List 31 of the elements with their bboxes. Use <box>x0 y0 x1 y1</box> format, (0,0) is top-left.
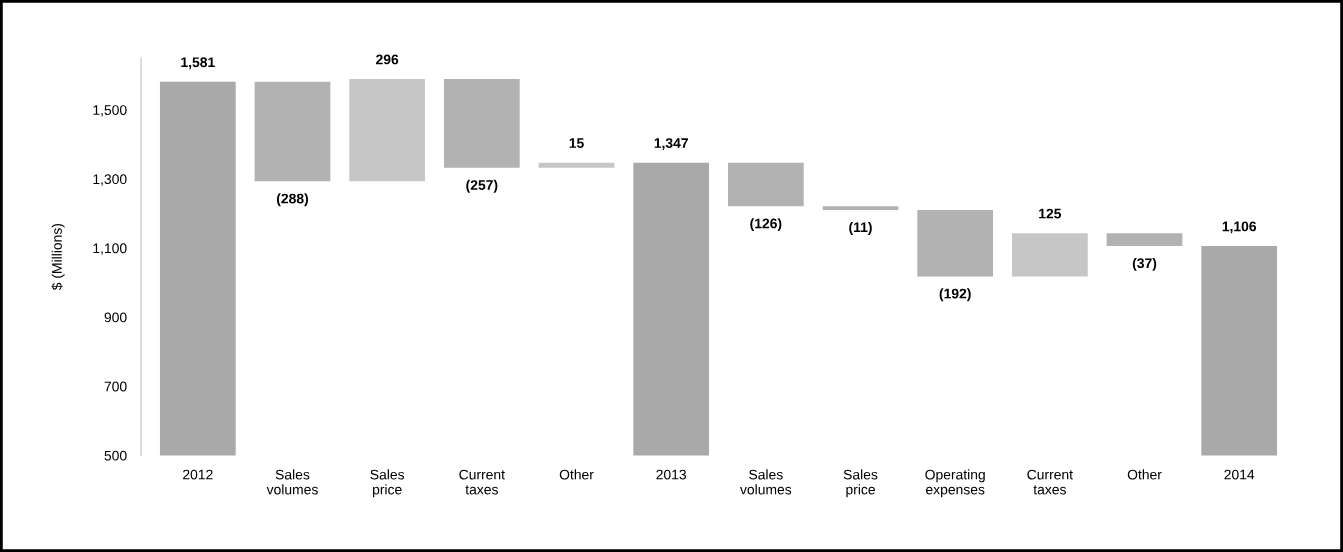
x-tick-label: 2012 <box>183 469 213 480</box>
data-label: 125 <box>1039 208 1062 219</box>
x-tick-label: Current taxes <box>1027 469 1073 495</box>
data-label: (192) <box>939 288 971 302</box>
data-label: (11) <box>849 221 872 235</box>
x-tick-label: Sales price <box>370 469 405 498</box>
data-label: 15 <box>569 138 584 149</box>
x-tick-label: 2013 <box>656 469 687 480</box>
y-tick-label: 1,300 <box>93 174 127 186</box>
y-tick-label: 500 <box>104 450 127 461</box>
x-tick-label: Other <box>559 469 594 480</box>
y-axis-title: $ (Millions) <box>51 223 65 291</box>
x-tick-label: Sales price <box>843 469 878 498</box>
data-label: 1,581 <box>181 57 215 70</box>
y-tick-label: 900 <box>104 312 127 323</box>
x-tick-label: Sales volumes <box>740 469 792 495</box>
x-tick-label: 2014 <box>1224 469 1255 480</box>
x-tick-label: Sales volumes <box>266 469 318 495</box>
data-label: (288) <box>276 193 309 207</box>
data-label: (126) <box>750 218 782 232</box>
y-tick-label: 1,100 <box>93 243 127 255</box>
x-tick-label: Other <box>1127 469 1162 480</box>
data-label: (37) <box>1132 257 1157 271</box>
data-label: (257) <box>466 179 498 193</box>
y-tick-label: 1,500 <box>93 105 127 117</box>
x-tick-label: Current taxes <box>459 469 505 495</box>
y-tick-label: 700 <box>104 381 127 392</box>
data-label: 296 <box>376 54 399 65</box>
data-label: 1,106 <box>1222 221 1257 234</box>
data-label: 1,347 <box>654 138 688 151</box>
x-tick-label: Operating expenses <box>925 469 985 498</box>
